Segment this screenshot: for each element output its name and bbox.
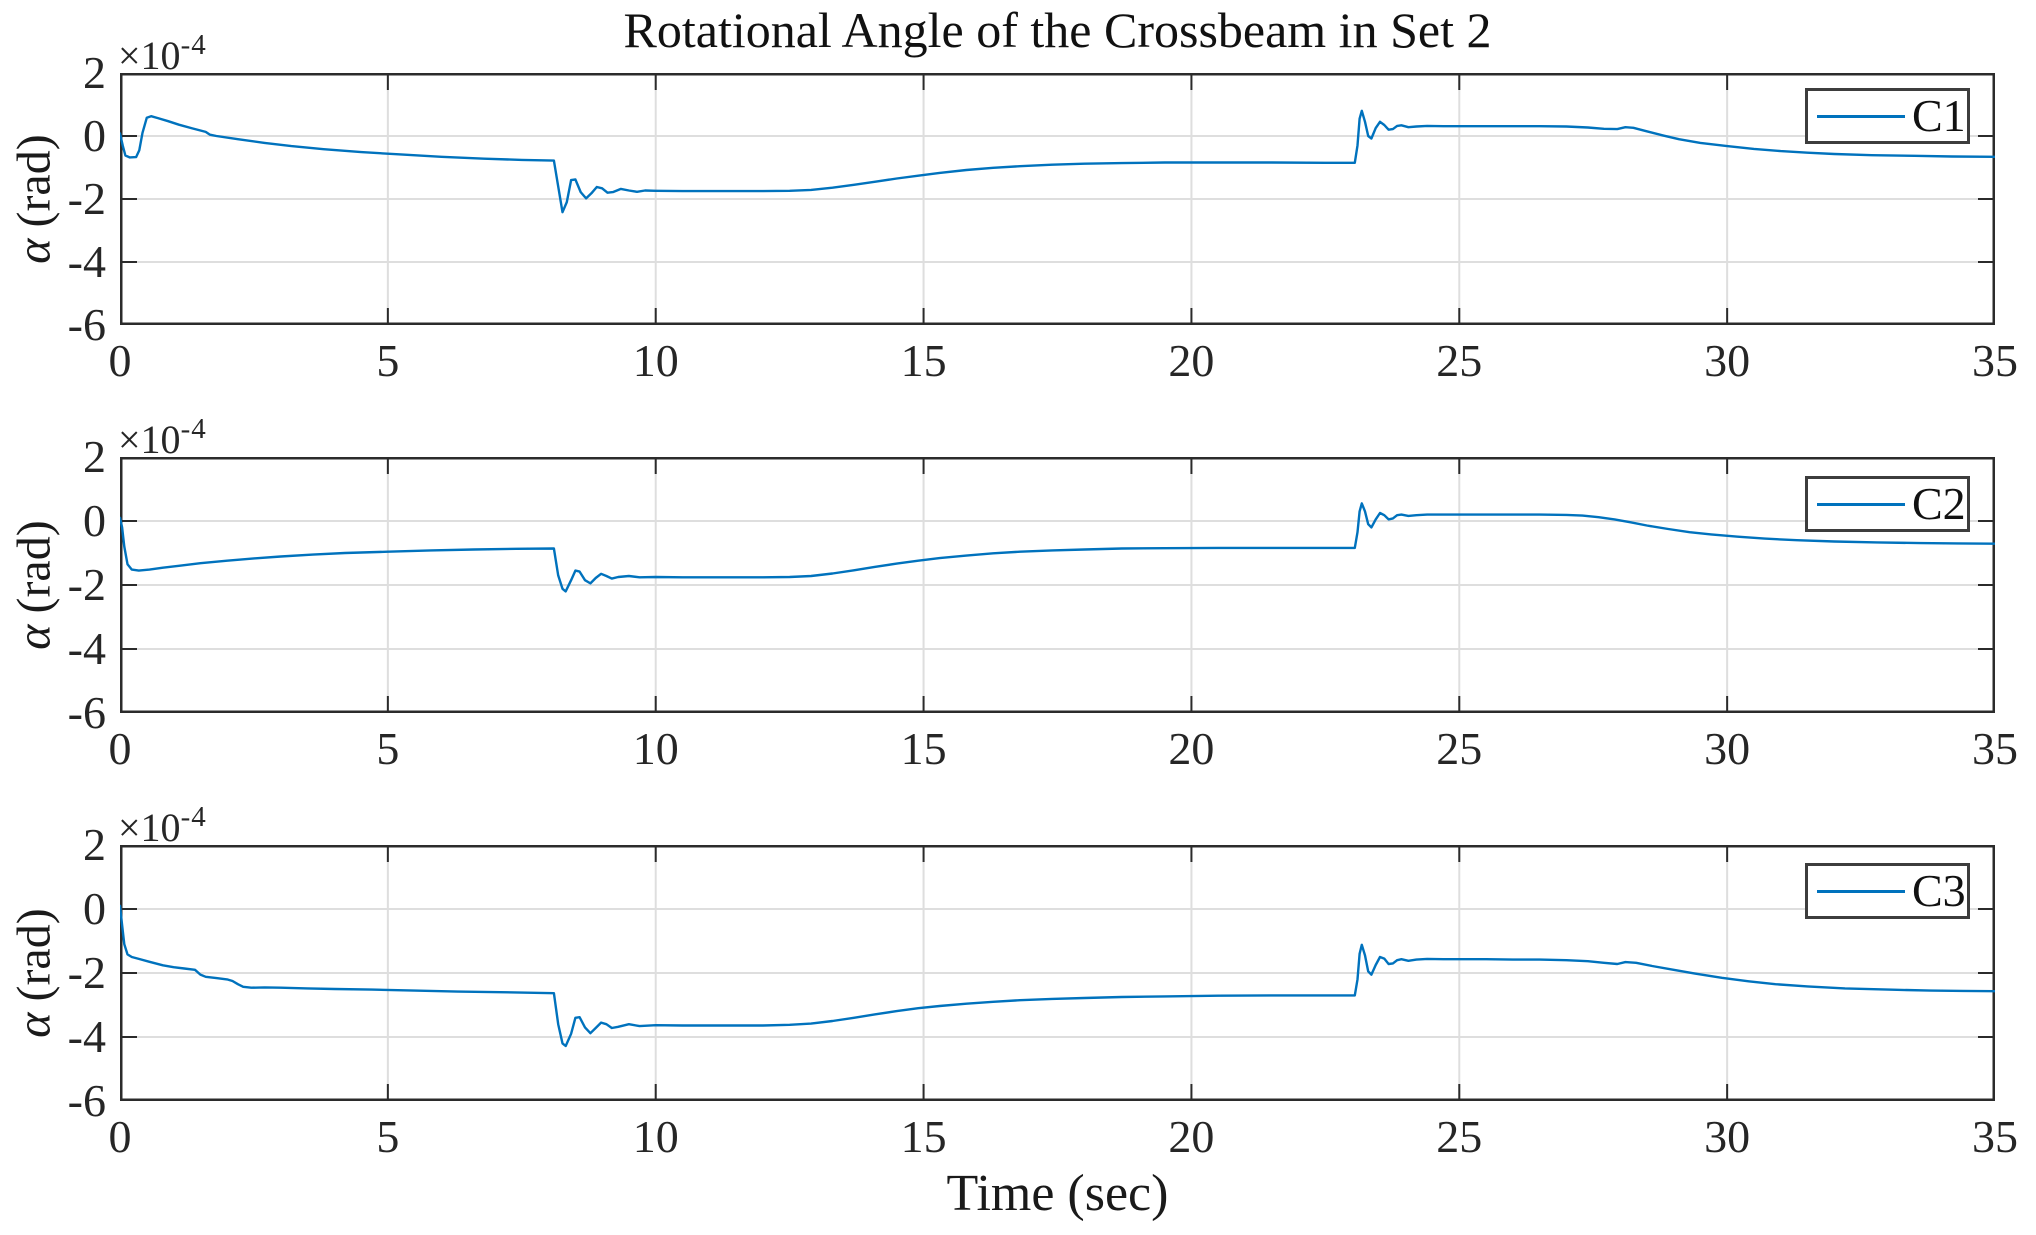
y-tick-label: -6 [67, 1075, 106, 1126]
x-tick-label: 25 [1436, 335, 1483, 386]
x-tick-label: 15 [900, 335, 947, 386]
x-tick-label: 20 [1168, 723, 1215, 774]
x-tick-label: 5 [376, 1111, 400, 1162]
legend-label: C2 [1912, 478, 1966, 529]
y-tick-label: -4 [67, 236, 106, 287]
plot-area-c2 [120, 457, 1995, 713]
exponent-power: -4 [180, 413, 207, 445]
x-tick-label: 5 [376, 723, 400, 774]
legend-label: C3 [1912, 865, 1966, 916]
x-tick-label: 10 [632, 335, 679, 386]
y-tick-label: 0 [83, 495, 106, 546]
y-axis-exponent: ×10-4 [118, 20, 207, 78]
x-tick-label: 0 [108, 335, 132, 386]
legend-line-sample [1817, 502, 1905, 506]
exponent-power: -4 [180, 29, 207, 61]
y-tick-label: 0 [83, 883, 106, 934]
x-tick-label: 30 [1704, 335, 1751, 386]
y-axis-exponent: ×10-4 [118, 404, 207, 462]
legend-label: C1 [1912, 90, 1966, 141]
x-tick-label: 30 [1704, 723, 1751, 774]
y-tick-label: -6 [67, 299, 106, 350]
x-tick-label: 0 [108, 723, 132, 774]
plot-area-c1 [120, 73, 1995, 325]
legend-c2: C2 [1805, 476, 1970, 532]
x-tick-label: 20 [1168, 1111, 1215, 1162]
figure-title: Rotational Angle of the Crossbeam in Set… [623, 2, 1492, 58]
x-tick-label: 0 [108, 1111, 132, 1162]
y-tick-label: -6 [67, 687, 106, 738]
y-tick-label: 2 [83, 47, 106, 98]
y-tick-label: -2 [67, 947, 106, 998]
y-tick-label: -2 [67, 559, 106, 610]
legend-c3: C3 [1805, 863, 1970, 919]
x-tick-label: 15 [900, 1111, 947, 1162]
y-tick-label: 2 [83, 431, 106, 482]
x-tick-label: 5 [376, 335, 400, 386]
y-tick-label: -4 [67, 1011, 106, 1062]
exponent-power: -4 [180, 801, 207, 833]
plot-area-c3 [120, 845, 1995, 1101]
y-tick-label: 0 [83, 110, 106, 161]
y-tick-label: -4 [67, 623, 106, 674]
x-tick-label: 15 [900, 723, 947, 774]
x-tick-label: 25 [1436, 723, 1483, 774]
x-axis-label: Time (sec) [946, 1165, 1169, 1222]
legend-line-sample [1817, 889, 1905, 893]
exponent-base: ×10 [118, 33, 181, 78]
x-tick-label: 30 [1704, 1111, 1751, 1162]
legend-line-sample [1817, 114, 1905, 118]
x-tick-label: 35 [1972, 335, 2018, 386]
legend-c1: C1 [1805, 88, 1970, 144]
exponent-base: ×10 [118, 805, 181, 850]
x-tick-label: 20 [1168, 335, 1215, 386]
x-tick-label: 25 [1436, 1111, 1483, 1162]
y-tick-label: 2 [83, 819, 106, 870]
y-axis-exponent: ×10-4 [118, 792, 207, 850]
x-tick-label: 35 [1972, 1111, 2018, 1162]
y-tick-label: -2 [67, 173, 106, 224]
x-tick-label: 10 [632, 1111, 679, 1162]
x-tick-label: 35 [1972, 723, 2018, 774]
x-tick-label: 10 [632, 723, 679, 774]
exponent-base: ×10 [118, 417, 181, 462]
